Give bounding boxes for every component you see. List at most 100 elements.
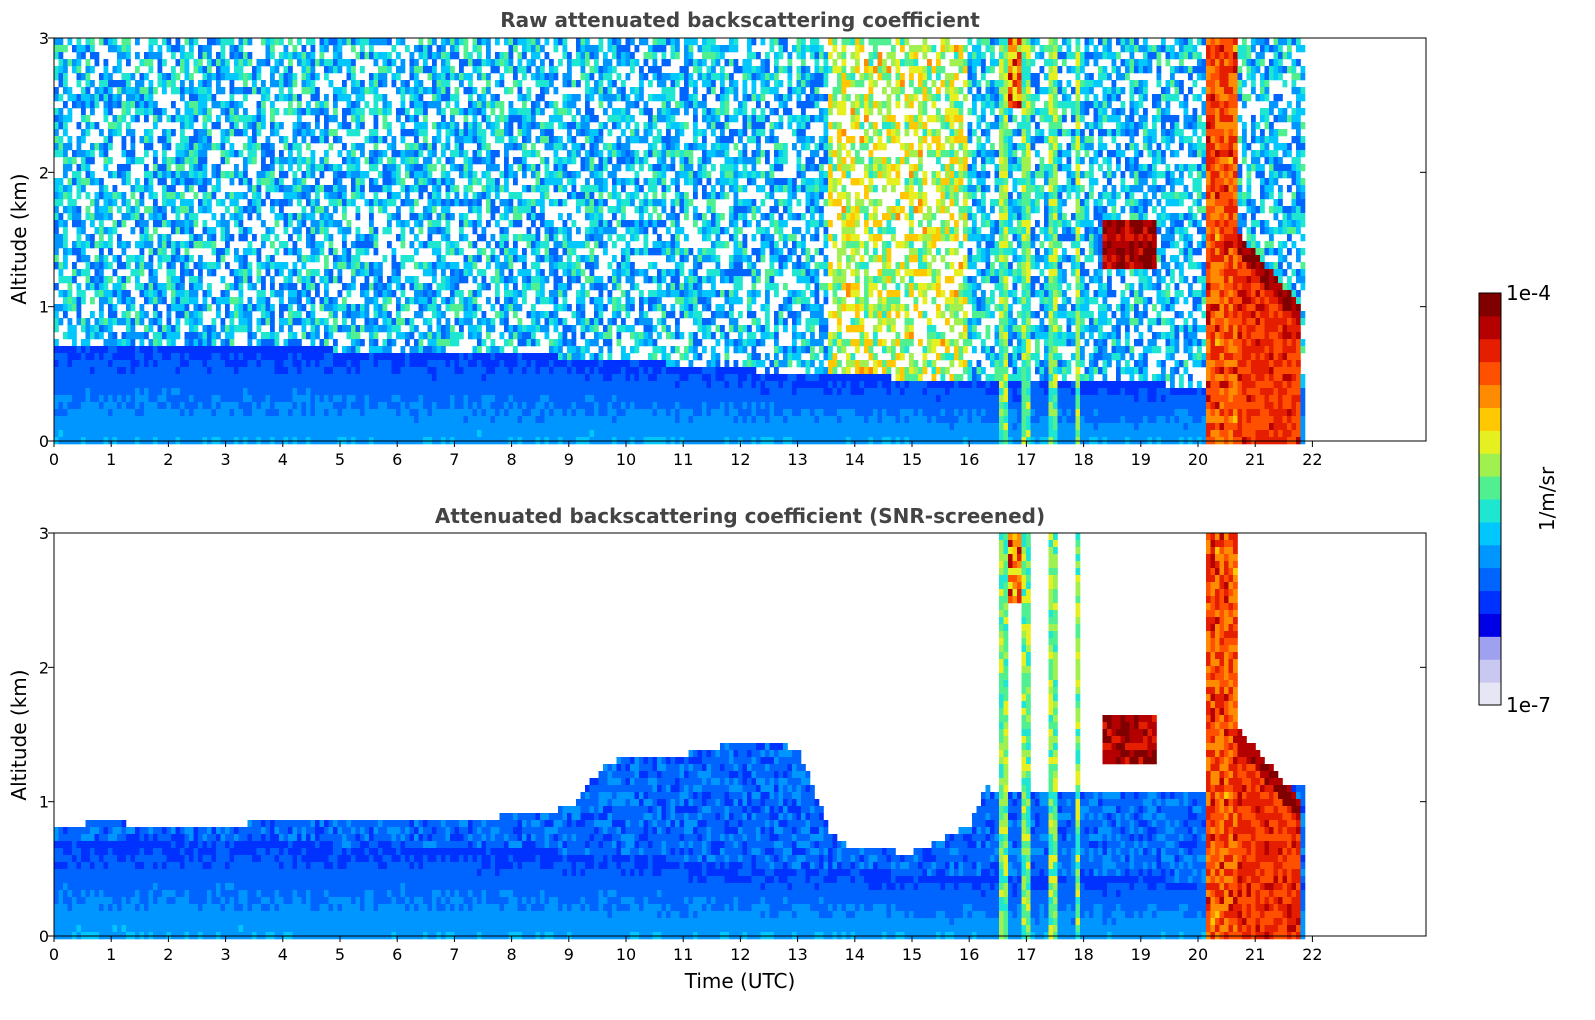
heatmap-cell [576,290,581,298]
heatmap-cell [198,59,203,67]
heatmap-cell [234,381,239,389]
heatmap-cell [468,325,473,333]
heatmap-cell [319,430,325,438]
heatmap-cell [544,192,550,200]
heatmap-cell [517,318,523,326]
heatmap-cell [166,346,172,354]
heatmap-cell [445,87,451,95]
heatmap-cell [126,346,131,354]
heatmap-cell [342,234,347,242]
heatmap-cell [531,339,536,347]
heatmap-cell [234,346,239,354]
heatmap-cell [405,164,410,172]
heatmap-cell [319,220,325,228]
heatmap-cell [189,318,194,326]
heatmap-cell [346,101,352,109]
heatmap-cell [355,255,361,263]
heatmap-cell [94,332,100,340]
heatmap-cell [220,325,226,333]
heatmap-cell [72,220,77,228]
heatmap-cell [306,192,311,200]
heatmap-cell [387,311,392,319]
heatmap-cell [481,94,487,102]
heatmap-cell [337,290,343,298]
heatmap-cell [166,185,172,193]
heatmap-cell [274,220,280,228]
heatmap-cell [189,409,194,417]
heatmap-cell [391,136,397,144]
heatmap-cell [342,360,347,368]
heatmap-cell [81,360,86,368]
heatmap-cell [283,192,289,200]
heatmap-cell [355,234,361,242]
heatmap-cell [193,66,199,74]
heatmap-cell [67,157,73,165]
heatmap-cell [324,276,329,284]
heatmap-cell [387,38,392,46]
heatmap-cell [337,423,343,431]
heatmap-cell [454,164,460,172]
heatmap-cell [459,423,464,431]
heatmap-cell [499,108,505,116]
heatmap-cell [283,339,289,347]
heatmap-cell [508,129,514,137]
heatmap-cell [445,80,451,88]
heatmap-cell [517,255,523,263]
heatmap-cell [175,178,181,186]
heatmap-cell [423,45,428,53]
heatmap-cell [85,318,91,326]
heatmap-cell [58,423,64,431]
heatmap-cell [481,430,487,438]
heatmap-cell [265,332,271,340]
heatmap-cell [108,206,113,214]
heatmap-cell [216,395,221,403]
heatmap-cell [414,409,419,417]
heatmap-cell [567,262,572,270]
heatmap-cell [445,416,451,424]
heatmap-cell [261,94,266,102]
heatmap-cell [274,234,280,242]
heatmap-cell [346,164,352,172]
heatmap-cell [238,423,244,431]
heatmap-cell [229,213,235,221]
heatmap-cell [576,262,581,270]
heatmap-cell [265,255,271,263]
heatmap-cell [166,262,172,270]
heatmap-cell [342,213,347,221]
heatmap-cell [432,38,437,46]
heatmap-cell [193,171,199,179]
heatmap-cell [499,262,505,270]
heatmap-cell [324,388,329,396]
heatmap-cell [526,367,532,375]
heatmap-cell [108,416,113,424]
heatmap-cell [292,290,298,298]
heatmap-cell [333,381,338,389]
heatmap-cell [94,199,100,207]
heatmap-cell [171,157,176,165]
heatmap-cell [468,367,473,375]
heatmap-cell [310,94,316,102]
heatmap-cell [108,402,113,410]
heatmap-cell [544,423,550,431]
heatmap-cell [517,339,523,347]
heatmap-cell [108,38,113,46]
heatmap-cell [468,185,473,193]
heatmap-cell [184,367,190,375]
heatmap-cell [306,430,311,438]
heatmap-cell [580,129,586,137]
heatmap-cell [585,52,590,60]
heatmap-cell [148,297,154,305]
heatmap-cell [274,108,280,116]
heatmap-cell [315,283,320,291]
heatmap-cell [67,367,73,375]
heatmap-cell [549,171,554,179]
heatmap-cell [139,213,145,221]
heatmap-cell [225,192,230,200]
heatmap-cell [418,38,424,46]
heatmap-cell [288,409,293,417]
heatmap-cell [522,255,527,263]
heatmap-cell [63,171,68,179]
heatmap-cell [54,395,59,403]
heatmap-cell [373,269,379,277]
heatmap-cell [279,388,284,396]
